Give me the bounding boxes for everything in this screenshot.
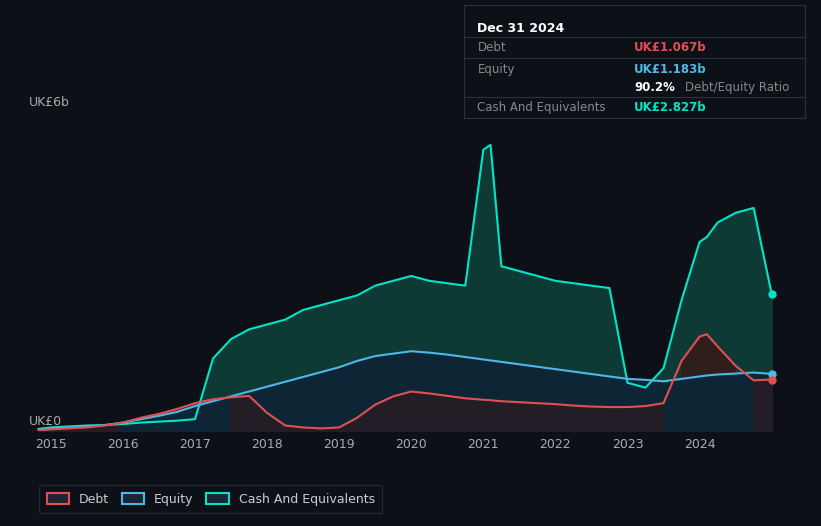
Text: Equity: Equity [478,63,515,76]
Text: UK£2.827b: UK£2.827b [635,102,707,114]
Text: UK£6b: UK£6b [29,96,70,109]
Text: UK£1.067b: UK£1.067b [635,42,707,55]
Text: UK£1.183b: UK£1.183b [635,63,707,76]
Text: Cash And Equivalents: Cash And Equivalents [478,102,606,114]
Text: 90.2%: 90.2% [635,81,675,94]
Text: Debt: Debt [478,42,506,55]
Text: UK£0: UK£0 [29,415,62,428]
Legend: Debt, Equity, Cash And Equivalents: Debt, Equity, Cash And Equivalents [39,485,383,513]
Text: Dec 31 2024: Dec 31 2024 [478,22,565,35]
Text: Debt/Equity Ratio: Debt/Equity Ratio [686,81,790,94]
